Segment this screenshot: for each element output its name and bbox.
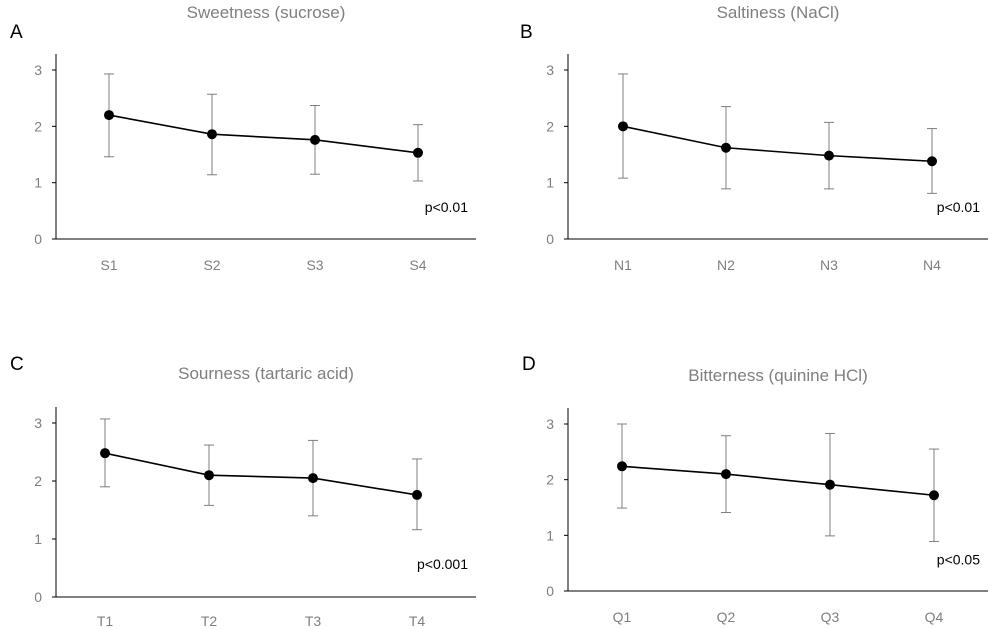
data-point xyxy=(412,489,422,500)
data-point xyxy=(927,156,937,167)
y-tick-label: 3 xyxy=(546,62,554,78)
data-point xyxy=(929,490,939,501)
y-tick-label: 1 xyxy=(546,175,554,191)
y-tick-label: 2 xyxy=(546,118,554,134)
series-line xyxy=(108,114,419,154)
y-tick-label: 0 xyxy=(34,231,42,247)
x-tick-label: S3 xyxy=(306,257,323,273)
y-tick-label: 1 xyxy=(546,527,554,543)
chart-panel-b: B Saltiness (NaCl) 0 1 2 3 N1 N2 N3 N4 p<0.01 xyxy=(520,3,988,273)
chart-panel-a: A Sweetness (sucrose) 0 1 2 3 S1 S2 S3 S4 p<0.01 xyxy=(10,3,476,273)
data-point xyxy=(824,150,834,161)
chart-panel-d: D Bitterness (quinine HCl) 0 1 2 3 Q1 Q2 Q3 Q4 p<0… xyxy=(522,354,988,625)
y-tick-label: 0 xyxy=(546,583,554,599)
p-value-annotation: p<0.001 xyxy=(417,556,468,572)
x-tick-label: S4 xyxy=(409,257,426,273)
series-line xyxy=(622,125,933,163)
x-tick-label: S1 xyxy=(100,257,117,273)
y-tick-label: 2 xyxy=(34,118,42,134)
p-value-annotation: p<0.05 xyxy=(937,551,980,567)
panel-letter: C xyxy=(10,354,24,375)
x-tick-label: Q2 xyxy=(717,609,736,625)
y-tick-label: 1 xyxy=(34,531,42,547)
x-tick-label: N1 xyxy=(614,257,632,273)
data-point xyxy=(204,470,214,481)
data-point xyxy=(310,134,320,145)
panel-letter: A xyxy=(10,22,23,43)
chart-title: Sweetness (sucrose) xyxy=(187,3,346,22)
y-tick-label: 1 xyxy=(34,175,42,191)
x-tick-label: N2 xyxy=(717,257,735,273)
series-line xyxy=(104,452,418,496)
x-tick-label: N3 xyxy=(820,257,838,273)
data-point xyxy=(413,147,423,158)
panel-letter: D xyxy=(522,354,536,375)
data-point xyxy=(617,461,627,472)
data-point xyxy=(207,129,217,140)
chart-title: Sourness (tartaric acid) xyxy=(178,364,354,383)
panel-letter: B xyxy=(520,22,533,43)
data-point xyxy=(825,479,835,490)
y-tick-label: 2 xyxy=(546,472,554,488)
y-tick-label: 2 xyxy=(34,473,42,489)
x-tick-label: Q4 xyxy=(925,609,944,625)
x-tick-label: N4 xyxy=(923,257,941,273)
x-tick-label: T4 xyxy=(409,613,426,629)
data-point xyxy=(721,469,731,480)
data-point xyxy=(721,142,731,153)
chart-panel-c: C Sourness (tartaric acid) 0 1 2 3 T1 T2 T3 T4 p<0… xyxy=(10,354,476,629)
x-tick-label: Q1 xyxy=(613,609,632,625)
y-tick-label: 3 xyxy=(34,415,42,431)
data-point xyxy=(618,121,628,132)
data-point xyxy=(308,473,318,484)
x-tick-label: T2 xyxy=(201,613,218,629)
chart-title: Bitterness (quinine HCl) xyxy=(688,366,868,385)
y-tick-label: 0 xyxy=(546,231,554,247)
y-tick-label: 3 xyxy=(34,62,42,78)
x-tick-label: S2 xyxy=(203,257,220,273)
p-value-annotation: p<0.01 xyxy=(425,199,468,215)
x-tick-label: T3 xyxy=(305,613,322,629)
data-point xyxy=(104,110,114,121)
p-value-annotation: p<0.01 xyxy=(937,199,980,215)
y-tick-label: 0 xyxy=(34,589,42,605)
x-tick-label: T1 xyxy=(97,613,114,629)
series-line xyxy=(621,465,935,497)
y-tick-label: 3 xyxy=(546,416,554,432)
x-tick-label: Q3 xyxy=(821,609,840,625)
chart-title: Saltiness (NaCl) xyxy=(717,3,840,22)
data-point xyxy=(100,448,110,459)
